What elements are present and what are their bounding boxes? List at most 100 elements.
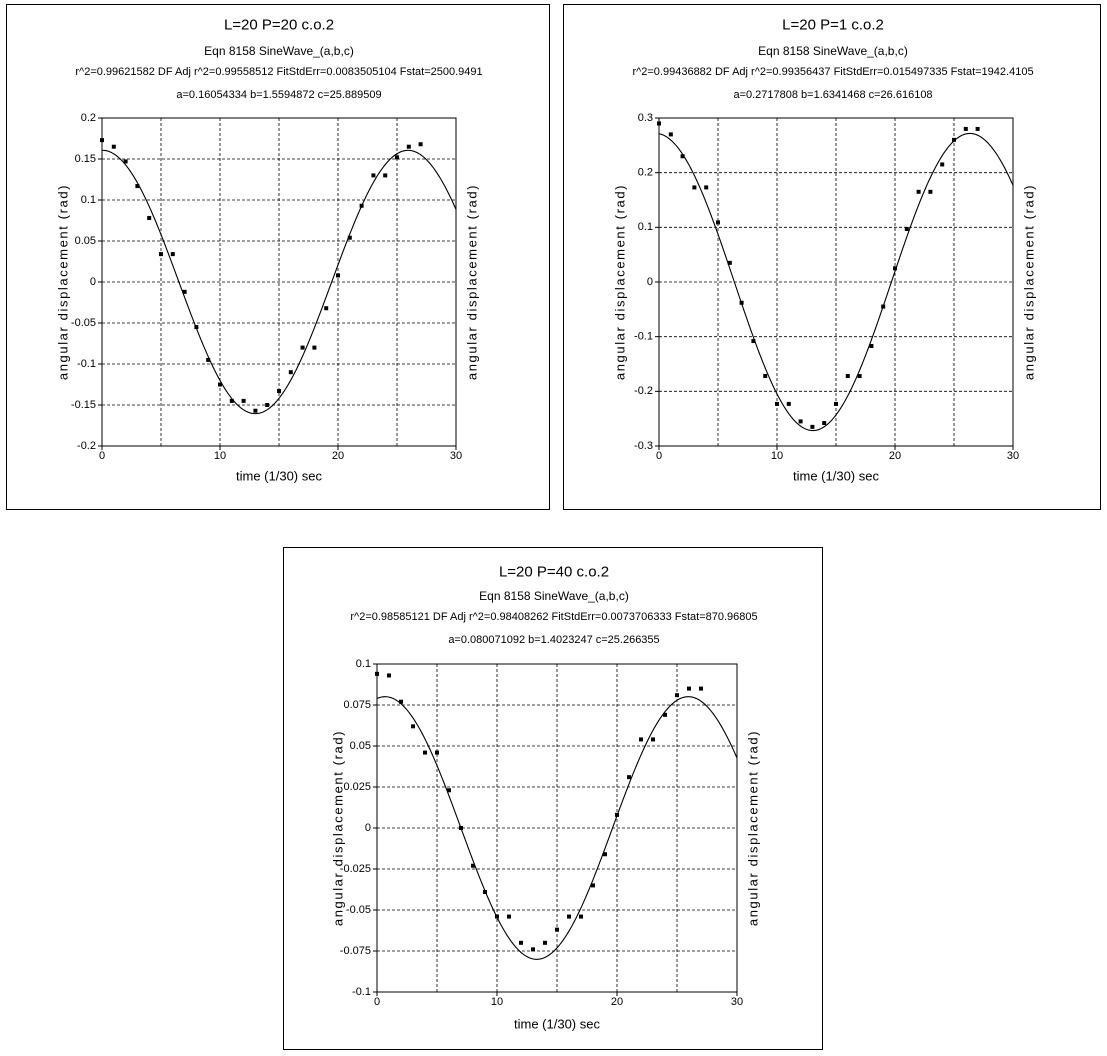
chart2-data-point	[639, 737, 643, 742]
chart1-data-point	[952, 137, 956, 142]
chart1-ytick-label: -0.3	[634, 440, 653, 452]
chart2-data-point	[495, 914, 499, 919]
chart0-data-point	[300, 345, 305, 350]
chart1-data-point	[810, 424, 815, 429]
chart0-ytick-label: -0.1	[77, 358, 96, 370]
chart1-data-point	[727, 260, 732, 265]
chart2-data-point	[471, 863, 475, 868]
chart1-y-axis-label-right: angular displacement (rad)	[1021, 184, 1036, 380]
chart2-data-point	[675, 693, 679, 698]
chart2-ytick-label: 0.025	[343, 781, 371, 793]
chart0-data-point	[135, 184, 140, 189]
chart0-data-point	[218, 382, 222, 387]
chart1-data-point	[975, 126, 980, 131]
chart1-ytick-label: 0.3	[638, 112, 653, 124]
chart2-ytick-label: 0	[365, 822, 371, 834]
chart2-data-point	[399, 699, 403, 704]
chart2-data-point	[567, 914, 571, 919]
chart-svg-p1: L=20 P=1 c.o.2 Eqn 8158 SineWave_(a,b,c)r…	[612, 16, 1036, 483]
chart0-y-axis-label-right: angular displacement (rad)	[464, 184, 479, 380]
chart1-data-point	[834, 401, 838, 406]
chart1-ytick-label: 0.2	[638, 167, 653, 179]
chart0-ytick-label: 0.2	[81, 112, 96, 124]
chart0-fit-curve	[101, 149, 457, 415]
chart1-data-point	[657, 121, 661, 126]
chart2-x-axis-label: time (1/30) sec	[514, 1016, 600, 1031]
chart2-data-point	[507, 914, 511, 919]
chart2-ytick-label: -0.025	[340, 863, 371, 875]
chart2-ytick-label: 0.075	[343, 699, 371, 711]
chart2-data-point	[615, 812, 619, 817]
chart0-data-point	[359, 203, 364, 208]
chart1-data-point	[716, 220, 720, 225]
chart2-data-point	[579, 914, 583, 919]
chart1-ytick-label: -0.1	[634, 331, 653, 343]
chart1-data-point	[916, 189, 921, 194]
chart2-data-point	[555, 927, 559, 932]
chart0-data-point	[253, 408, 258, 413]
chart0-stats: r^2=0.99621582 DF Adj r^2=0.99558512 Fit…	[75, 66, 482, 78]
chart1-y-axis-label: angular displacement (rad)	[612, 184, 627, 380]
chart0-xtick-label: 0	[99, 450, 105, 462]
chart0-data-point	[206, 357, 211, 362]
chart0-data-point	[147, 216, 152, 221]
chart0-data-point	[170, 252, 175, 257]
chart1-data-point	[881, 304, 886, 309]
chart1-data-point	[739, 300, 744, 305]
chart2-params: a=0.080071092 b=1.4023247 c=25.266355	[448, 634, 659, 646]
chart0-data-point	[123, 159, 128, 164]
chart0-data-point	[100, 138, 104, 143]
chart1-params: a=0.2717808 b=1.6341468 c=26.616108	[733, 89, 932, 101]
chart1-data-point	[845, 374, 850, 379]
chart2-ytick-label: -0.1	[352, 986, 371, 998]
chart-panel-p40: L=20 P=40 c.o.2 Eqn 8158 SineWave_(a,b,c)…	[283, 547, 823, 1050]
chart0-data-point	[194, 325, 199, 330]
chart0-data-point	[182, 289, 187, 294]
chart2-ytick-label: -0.05	[346, 904, 371, 916]
chart1-data-point	[904, 226, 909, 231]
chart2-data-point	[435, 750, 439, 755]
chart1-data-point	[763, 374, 768, 379]
chart2-data-point	[519, 940, 523, 945]
chart2-data-point	[651, 737, 655, 742]
chart0-ytick-label: -0.15	[71, 399, 96, 411]
chart1-data-point	[704, 185, 709, 190]
chart1-xtick-label: 30	[1007, 450, 1019, 462]
chart2-y-axis-label-right: angular displacement (rad)	[745, 730, 760, 926]
chart2-data-point	[423, 750, 427, 755]
chart1-data-point	[928, 189, 933, 194]
chart2-data-point	[375, 671, 379, 676]
chart1-data-point	[869, 343, 874, 348]
chart0-data-point	[312, 345, 317, 350]
chart0-data-point	[241, 398, 246, 403]
chart2-y-axis-label: angular displacement (rad)	[330, 730, 345, 926]
chart1-data-point	[751, 339, 756, 344]
chart1-data-point	[692, 185, 697, 190]
chart2-data-point	[531, 947, 535, 952]
chart0-data-point	[336, 273, 340, 278]
chart0-data-point	[406, 144, 411, 149]
chart-panel-p1: L=20 P=1 c.o.2 Eqn 8158 SineWave_(a,b,c) r…	[563, 4, 1101, 510]
chart1-data-point	[668, 132, 673, 137]
chart2-data-point	[447, 788, 451, 793]
chart2-data-point	[663, 712, 667, 717]
chart0-title: L=20 P=20 c.o.2	[224, 16, 334, 33]
chart2-data-point	[627, 775, 631, 780]
chart0-xtick-label: 30	[450, 450, 462, 462]
chart2-xtick-label: 10	[491, 996, 503, 1008]
chart0-data-point	[418, 142, 423, 147]
chart1-ytick-label: 0	[647, 276, 653, 288]
chart1-xtick-label: 0	[656, 450, 662, 462]
chart0-params: a=0.16054334 b=1.5594872 c=25.889509	[176, 89, 381, 101]
chart0-subtitle: Eqn 8158 SineWave_(a,b,c)	[204, 44, 354, 58]
chart0-data-point	[324, 306, 329, 311]
chart1-subtitle: Eqn 8158 SineWave_(a,b,c)	[758, 44, 908, 58]
chart0-ytick-label: -0.05	[71, 317, 96, 329]
chart0-ytick-label: 0.05	[75, 235, 96, 247]
chart0-ytick-label: 0.15	[75, 153, 96, 165]
chart1-data-point	[786, 401, 791, 406]
chart0-data-point	[347, 235, 352, 240]
chart2-data-point	[411, 724, 415, 729]
chart1-ytick-label: -0.2	[634, 385, 653, 397]
chart1-data-point	[798, 419, 803, 424]
